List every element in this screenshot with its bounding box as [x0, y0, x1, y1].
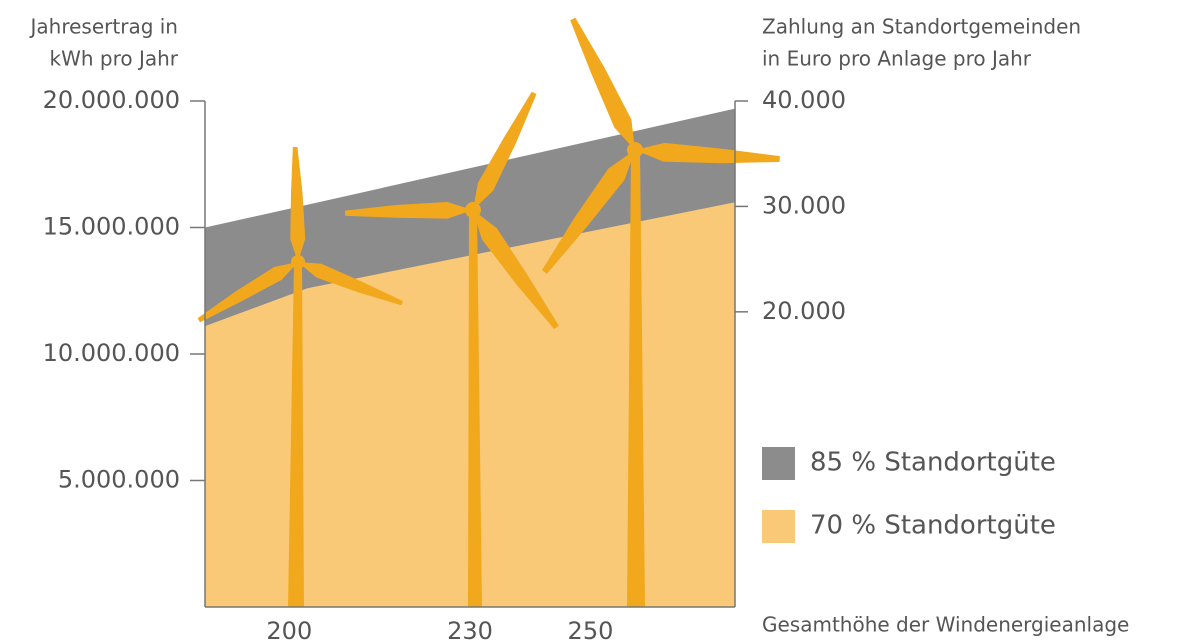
chart: Jahresertrag in kWh pro Jahr Zahlung an … — [0, 0, 1185, 643]
y-tick-label: 10.000.000 — [43, 339, 180, 367]
y-tick-label: 20.000.000 — [43, 86, 180, 114]
y-tick-label: 5.000.000 — [58, 466, 180, 494]
y2-tick-label: 40.000 — [762, 86, 846, 114]
y2-axis-label: Zahlung an Standortgemeinden — [762, 15, 1081, 39]
x-axis-label: Gesamthöhe der Windenergieanlage — [762, 613, 1129, 637]
y-axis-label: Jahresertrag in — [29, 15, 178, 39]
legend-label: 85 % Standortgüte — [810, 448, 1056, 478]
legend-swatch — [762, 447, 795, 480]
x-tick-label: 230 — [447, 617, 493, 643]
legend-swatch — [762, 510, 795, 543]
y-tick-label: 15.000.000 — [43, 213, 180, 241]
x-tick-label: 200 — [266, 617, 312, 643]
legend-label: 70 % Standortgüte — [810, 511, 1056, 541]
y2-tick-label: 20.000 — [762, 297, 846, 325]
y-axis-label: kWh pro Jahr — [49, 47, 178, 71]
x-tick-label: 250 — [568, 617, 614, 643]
y2-tick-label: 30.000 — [762, 191, 846, 219]
y2-axis-label: in Euro pro Anlage pro Jahr — [762, 47, 1032, 71]
